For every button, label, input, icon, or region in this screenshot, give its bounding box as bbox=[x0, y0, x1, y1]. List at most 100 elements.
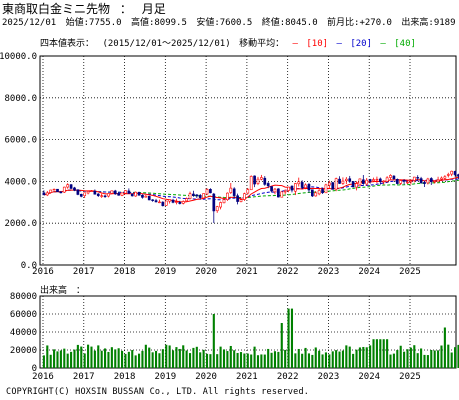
candle-body bbox=[215, 206, 219, 212]
volume-x-tick: 2016 bbox=[32, 372, 54, 382]
volume-bar bbox=[49, 354, 52, 368]
candle-body bbox=[433, 180, 437, 183]
candle-body bbox=[331, 182, 335, 190]
volume-bar bbox=[239, 352, 243, 368]
candle-body bbox=[62, 186, 66, 193]
price-panel-frame bbox=[39, 55, 457, 266]
candle-body bbox=[341, 180, 345, 184]
volume-bar bbox=[93, 350, 96, 368]
volume-bar bbox=[42, 355, 45, 368]
candle-body bbox=[266, 183, 270, 187]
volume-bar bbox=[335, 350, 338, 368]
ma20-marker: — bbox=[336, 39, 342, 49]
volume-bar bbox=[443, 327, 446, 368]
candle-body bbox=[334, 178, 338, 190]
price-y-tick: 0.0 bbox=[21, 261, 37, 271]
candle-body bbox=[59, 191, 63, 194]
candle-body bbox=[236, 195, 239, 202]
copyright: COPYRIGHT(C) HOXSIN BUSSAN Co., LTD. All… bbox=[6, 387, 310, 397]
volume-bar bbox=[195, 346, 198, 368]
candle-body bbox=[321, 189, 324, 194]
volume-bar bbox=[97, 345, 100, 368]
candle-body bbox=[382, 180, 386, 183]
candle-body bbox=[361, 179, 365, 184]
candle-body bbox=[317, 190, 321, 195]
candle-body bbox=[195, 194, 199, 197]
candle-body bbox=[188, 193, 192, 199]
candle-body bbox=[419, 178, 423, 183]
candle-body bbox=[144, 195, 148, 198]
volume-bar bbox=[413, 345, 416, 368]
candle-body bbox=[311, 189, 314, 197]
volume-bar bbox=[392, 353, 395, 368]
volume-bar bbox=[161, 349, 164, 368]
candle-body bbox=[385, 177, 389, 182]
volume-bar bbox=[369, 345, 372, 368]
candle-body bbox=[429, 178, 433, 182]
volume-bar bbox=[355, 349, 358, 368]
volume-panel-label: 出来高 ： bbox=[40, 286, 86, 296]
price-x-tick: 2019 bbox=[154, 267, 176, 277]
volume-bar bbox=[379, 339, 382, 368]
candle-body bbox=[209, 189, 212, 194]
volume-bar bbox=[171, 350, 175, 368]
volume-bar bbox=[154, 350, 158, 368]
candle-body bbox=[103, 195, 107, 198]
volume-bar bbox=[301, 353, 304, 368]
candle-body bbox=[76, 189, 80, 195]
candle-body bbox=[219, 202, 222, 208]
candle-body bbox=[127, 190, 131, 194]
volume-bar bbox=[318, 350, 321, 368]
candle-body bbox=[107, 193, 110, 197]
price-y-tick: 4000.0 bbox=[4, 177, 37, 187]
volume-bar bbox=[256, 355, 260, 368]
candle-body bbox=[137, 192, 141, 196]
volume-bar bbox=[284, 349, 287, 368]
volume-bar bbox=[192, 347, 195, 368]
candle-body bbox=[130, 193, 134, 197]
volume-bar bbox=[277, 351, 280, 368]
candle-body bbox=[202, 193, 205, 199]
volume-bar bbox=[233, 350, 236, 368]
candle-body bbox=[253, 175, 256, 185]
volume-bar bbox=[389, 354, 392, 368]
volume-bar bbox=[403, 351, 406, 368]
volume-y-tick: 40000 bbox=[10, 328, 37, 338]
volume-bar bbox=[280, 323, 283, 368]
volume-bar bbox=[447, 344, 450, 368]
volume-bar bbox=[229, 345, 232, 368]
price-x-tick: 2024 bbox=[358, 267, 380, 277]
candle-body bbox=[297, 181, 301, 185]
volume-bar bbox=[124, 353, 127, 368]
volume-bar bbox=[63, 348, 66, 368]
candle-body bbox=[283, 190, 287, 193]
volume-bar bbox=[287, 308, 290, 368]
volume-bar bbox=[66, 353, 69, 368]
candle-body bbox=[270, 186, 273, 192]
candle-body bbox=[338, 178, 341, 184]
quote-volume: 出来高:9189 bbox=[401, 18, 456, 28]
candle-body bbox=[355, 183, 358, 188]
volume-bar bbox=[114, 349, 117, 368]
volume-bar bbox=[158, 353, 161, 368]
candle-body bbox=[249, 176, 253, 191]
candle-body bbox=[450, 170, 454, 175]
candle-body bbox=[423, 182, 426, 184]
candle-body bbox=[96, 193, 100, 196]
volume-bar bbox=[90, 346, 93, 368]
candle-body bbox=[440, 177, 443, 180]
ma-label: 移動平均： bbox=[239, 39, 285, 49]
volume-bar bbox=[437, 350, 440, 368]
volume-bar bbox=[314, 347, 317, 368]
volume-x-tick: 2017 bbox=[73, 372, 95, 382]
volume-bar bbox=[53, 349, 56, 368]
candle-body bbox=[90, 190, 93, 192]
candle-body bbox=[263, 177, 267, 185]
volume-bar bbox=[423, 354, 426, 368]
volume-bar bbox=[199, 352, 202, 368]
candle-body bbox=[290, 185, 294, 191]
quote-change: 前月比:+270.0 bbox=[327, 18, 392, 28]
candle-body bbox=[314, 192, 318, 197]
candle-body bbox=[406, 181, 409, 184]
